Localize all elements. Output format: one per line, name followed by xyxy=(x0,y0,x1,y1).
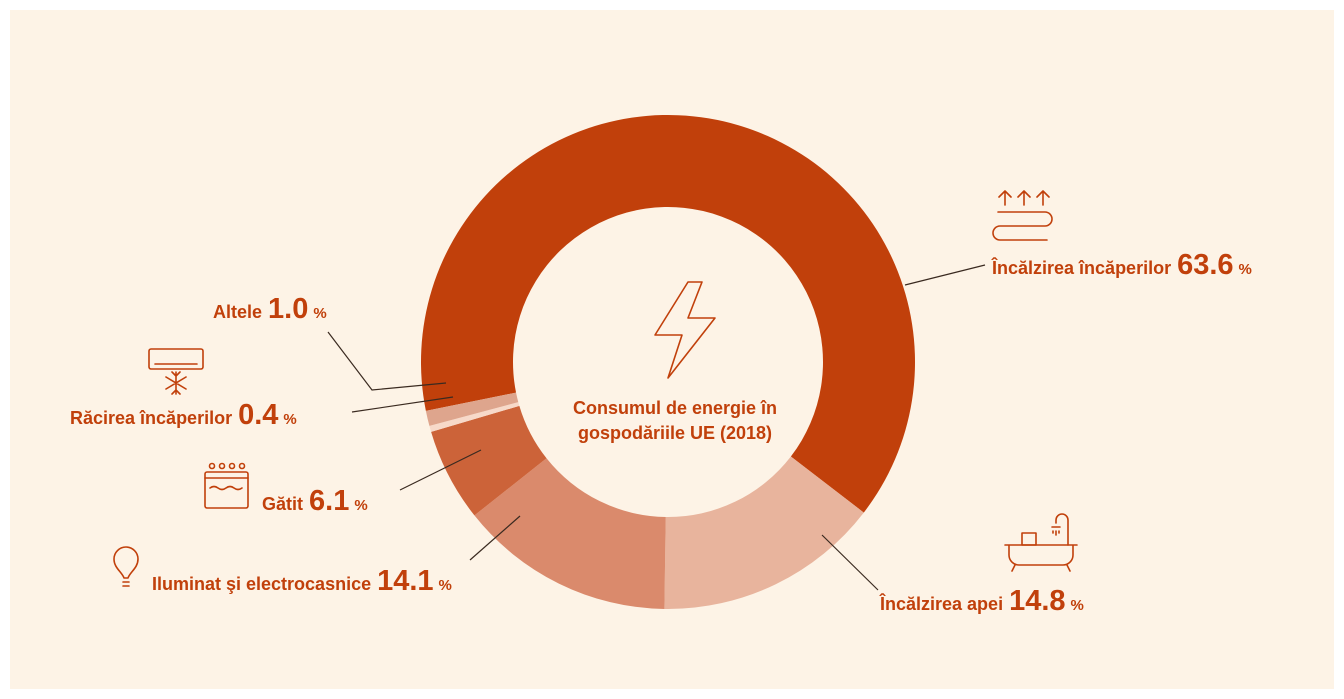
donut-segment xyxy=(429,402,520,432)
leader-line xyxy=(904,264,986,286)
lightning-icon xyxy=(654,281,716,379)
leader-line xyxy=(327,331,447,391)
category-name: Iluminat şi electrocasnice xyxy=(152,574,371,594)
unit-label: % xyxy=(354,497,367,514)
value-label: 6.1 xyxy=(309,485,349,517)
segment-label: Gătit 6.1% xyxy=(262,485,368,517)
leader-line xyxy=(351,396,454,413)
unit-label: % xyxy=(1239,261,1252,278)
category-name: Încălzirea apei xyxy=(879,593,1003,614)
unit-label: % xyxy=(283,411,296,428)
category-name: Gătit xyxy=(262,494,303,514)
value-label: 63.6 xyxy=(1177,249,1233,281)
leader-line xyxy=(821,534,879,591)
category-name: Încălzirea încăperilor xyxy=(991,257,1171,278)
bulb-icon xyxy=(113,546,139,587)
heating-icon xyxy=(992,190,1053,241)
air-conditioner-icon xyxy=(148,348,204,395)
donut-segment xyxy=(431,405,547,516)
value-label: 14.1 xyxy=(377,565,433,597)
leader-line xyxy=(469,515,521,561)
segment-label: Încălzirea încăperilor 63.6% xyxy=(991,249,1252,281)
unit-label: % xyxy=(1071,597,1084,614)
labels: Încălzirea încăperilor 63.6 %Încălzirea ap… xyxy=(70,249,1252,617)
segment-label: Altele 1.0% xyxy=(213,293,327,325)
oven-icon xyxy=(204,462,249,509)
unit-label: % xyxy=(439,577,452,594)
donut-segment xyxy=(421,115,915,513)
bath-icon xyxy=(1004,513,1078,572)
donut-segment xyxy=(425,392,519,426)
value-label: 1.0 xyxy=(268,293,308,325)
segment-label: Iluminat şi electrocasnice 14.1% xyxy=(152,565,452,597)
donut-segment xyxy=(664,456,864,609)
category-name: Răcirea încăperilor xyxy=(70,408,232,428)
value-label: 0.4 xyxy=(238,399,278,431)
category-name: Altele xyxy=(213,302,262,322)
value-label: 14.8 xyxy=(1009,585,1065,617)
segments xyxy=(421,115,915,609)
donut-segment xyxy=(474,458,666,609)
center-title: Consumul de energie în gospodăriile UE (… xyxy=(572,398,778,443)
segment-label: Răcirea încăperilor 0.4% xyxy=(70,399,297,431)
unit-label: % xyxy=(313,305,326,322)
leader-lines xyxy=(327,264,986,591)
leader-line xyxy=(399,449,482,491)
segment-label: Încălzirea apei 14.8% xyxy=(879,585,1084,617)
